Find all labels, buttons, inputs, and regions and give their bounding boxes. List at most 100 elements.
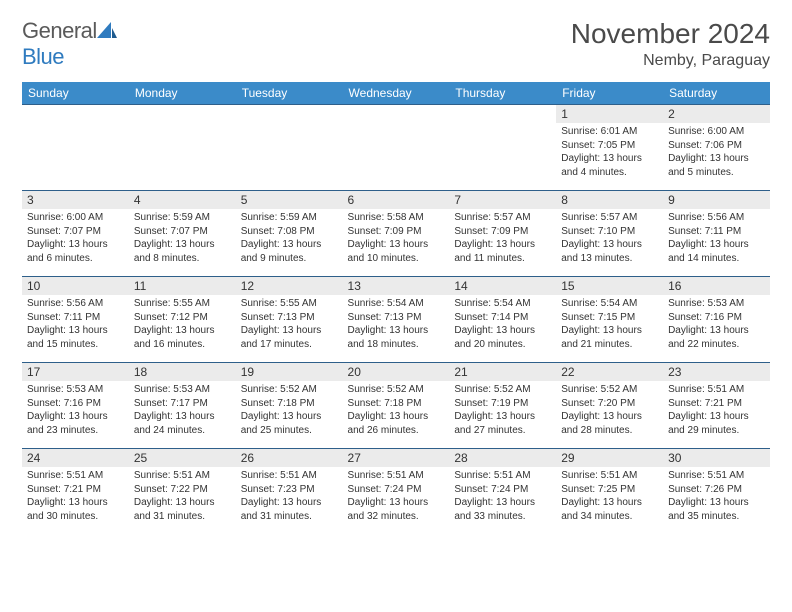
day-number: 3	[22, 191, 129, 209]
day-details: Sunrise: 5:54 AMSunset: 7:14 PMDaylight:…	[449, 295, 556, 355]
day-line: and 9 minutes.	[241, 252, 338, 266]
day-line: Sunrise: 5:52 AM	[561, 383, 658, 397]
day-cell: 10Sunrise: 5:56 AMSunset: 7:11 PMDayligh…	[22, 277, 129, 363]
day-number: 5	[236, 191, 343, 209]
day-details: Sunrise: 5:58 AMSunset: 7:09 PMDaylight:…	[343, 209, 450, 269]
day-details: Sunrise: 5:53 AMSunset: 7:17 PMDaylight:…	[129, 381, 236, 441]
day-line: Sunrise: 5:51 AM	[27, 469, 124, 483]
day-number: 1	[556, 105, 663, 123]
day-line: and 21 minutes.	[561, 338, 658, 352]
weekday-header: Sunday	[22, 82, 129, 105]
day-line: and 26 minutes.	[348, 424, 445, 438]
day-number: 17	[22, 363, 129, 381]
day-number: 18	[129, 363, 236, 381]
day-cell: 16Sunrise: 5:53 AMSunset: 7:16 PMDayligh…	[663, 277, 770, 363]
day-line: Daylight: 13 hours	[668, 410, 765, 424]
day-number: 8	[556, 191, 663, 209]
week-row: 17Sunrise: 5:53 AMSunset: 7:16 PMDayligh…	[22, 363, 770, 449]
day-line: and 29 minutes.	[668, 424, 765, 438]
day-line: Daylight: 13 hours	[561, 324, 658, 338]
day-line: Daylight: 13 hours	[454, 238, 551, 252]
day-cell: 4Sunrise: 5:59 AMSunset: 7:07 PMDaylight…	[129, 191, 236, 277]
day-line: Sunset: 7:19 PM	[454, 397, 551, 411]
day-line: Daylight: 13 hours	[134, 324, 231, 338]
day-line: Sunset: 7:14 PM	[454, 311, 551, 325]
day-details: Sunrise: 5:51 AMSunset: 7:26 PMDaylight:…	[663, 467, 770, 527]
day-cell: 29Sunrise: 5:51 AMSunset: 7:25 PMDayligh…	[556, 449, 663, 535]
day-line: Daylight: 13 hours	[134, 238, 231, 252]
day-cell	[22, 105, 129, 191]
day-line: Sunrise: 5:53 AM	[668, 297, 765, 311]
day-line: Sunset: 7:21 PM	[668, 397, 765, 411]
day-line: Sunset: 7:20 PM	[561, 397, 658, 411]
day-line: Sunrise: 5:57 AM	[454, 211, 551, 225]
day-number: 27	[343, 449, 450, 467]
day-line: and 8 minutes.	[134, 252, 231, 266]
day-line: Daylight: 13 hours	[668, 238, 765, 252]
day-line: Sunset: 7:12 PM	[134, 311, 231, 325]
calendar-body: 1Sunrise: 6:01 AMSunset: 7:05 PMDaylight…	[22, 105, 770, 535]
day-line: Sunset: 7:13 PM	[241, 311, 338, 325]
day-line: and 32 minutes.	[348, 510, 445, 524]
day-line: and 23 minutes.	[27, 424, 124, 438]
day-line: Sunrise: 5:53 AM	[134, 383, 231, 397]
day-line: Sunset: 7:06 PM	[668, 139, 765, 153]
logo-general: General	[22, 18, 97, 43]
day-line: Daylight: 13 hours	[561, 152, 658, 166]
day-line: Sunrise: 5:59 AM	[241, 211, 338, 225]
day-number: 10	[22, 277, 129, 295]
day-line: and 33 minutes.	[454, 510, 551, 524]
day-details: Sunrise: 5:59 AMSunset: 7:07 PMDaylight:…	[129, 209, 236, 269]
day-line: Daylight: 13 hours	[348, 238, 445, 252]
day-line: Daylight: 13 hours	[241, 496, 338, 510]
day-cell: 20Sunrise: 5:52 AMSunset: 7:18 PMDayligh…	[343, 363, 450, 449]
location: Nemby, Paraguay	[571, 52, 770, 70]
day-line: Sunrise: 5:51 AM	[668, 469, 765, 483]
day-number: 24	[22, 449, 129, 467]
day-cell: 9Sunrise: 5:56 AMSunset: 7:11 PMDaylight…	[663, 191, 770, 277]
week-row: 10Sunrise: 5:56 AMSunset: 7:11 PMDayligh…	[22, 277, 770, 363]
day-line: Sunrise: 5:54 AM	[454, 297, 551, 311]
day-number: 14	[449, 277, 556, 295]
day-line: Sunset: 7:25 PM	[561, 483, 658, 497]
day-line: Daylight: 13 hours	[668, 324, 765, 338]
week-row: 3Sunrise: 6:00 AMSunset: 7:07 PMDaylight…	[22, 191, 770, 277]
day-line: Sunset: 7:16 PM	[668, 311, 765, 325]
day-line: Daylight: 13 hours	[134, 410, 231, 424]
day-line: Sunset: 7:08 PM	[241, 225, 338, 239]
day-number: 19	[236, 363, 343, 381]
day-cell: 11Sunrise: 5:55 AMSunset: 7:12 PMDayligh…	[129, 277, 236, 363]
title-block: November 2024 Nemby, Paraguay	[571, 18, 770, 70]
day-cell: 22Sunrise: 5:52 AMSunset: 7:20 PMDayligh…	[556, 363, 663, 449]
day-line: Sunset: 7:09 PM	[348, 225, 445, 239]
header: GeneralBlue November 2024 Nemby, Paragua…	[22, 18, 770, 70]
day-line: and 31 minutes.	[241, 510, 338, 524]
day-line: and 34 minutes.	[561, 510, 658, 524]
day-line: Sunrise: 5:56 AM	[668, 211, 765, 225]
day-line: Daylight: 13 hours	[27, 238, 124, 252]
day-details: Sunrise: 5:51 AMSunset: 7:23 PMDaylight:…	[236, 467, 343, 527]
day-line: Sunrise: 6:00 AM	[668, 125, 765, 139]
day-line: Sunrise: 5:51 AM	[134, 469, 231, 483]
day-number: 22	[556, 363, 663, 381]
day-line: Daylight: 13 hours	[241, 324, 338, 338]
day-line: and 15 minutes.	[27, 338, 124, 352]
day-line: Sunset: 7:17 PM	[134, 397, 231, 411]
day-line: Sunrise: 5:51 AM	[454, 469, 551, 483]
day-cell: 18Sunrise: 5:53 AMSunset: 7:17 PMDayligh…	[129, 363, 236, 449]
day-line: and 4 minutes.	[561, 166, 658, 180]
day-line: Sunrise: 5:53 AM	[27, 383, 124, 397]
day-number: 28	[449, 449, 556, 467]
day-details: Sunrise: 5:52 AMSunset: 7:18 PMDaylight:…	[343, 381, 450, 441]
day-line: Daylight: 13 hours	[454, 496, 551, 510]
day-line: Sunrise: 5:55 AM	[241, 297, 338, 311]
day-line: Sunset: 7:07 PM	[27, 225, 124, 239]
day-line: Daylight: 13 hours	[27, 324, 124, 338]
day-line: Daylight: 13 hours	[27, 496, 124, 510]
day-line: Sunset: 7:15 PM	[561, 311, 658, 325]
day-details: Sunrise: 5:53 AMSunset: 7:16 PMDaylight:…	[22, 381, 129, 441]
day-line: and 27 minutes.	[454, 424, 551, 438]
day-line: Sunset: 7:26 PM	[668, 483, 765, 497]
day-cell: 25Sunrise: 5:51 AMSunset: 7:22 PMDayligh…	[129, 449, 236, 535]
day-line: Sunrise: 5:51 AM	[348, 469, 445, 483]
